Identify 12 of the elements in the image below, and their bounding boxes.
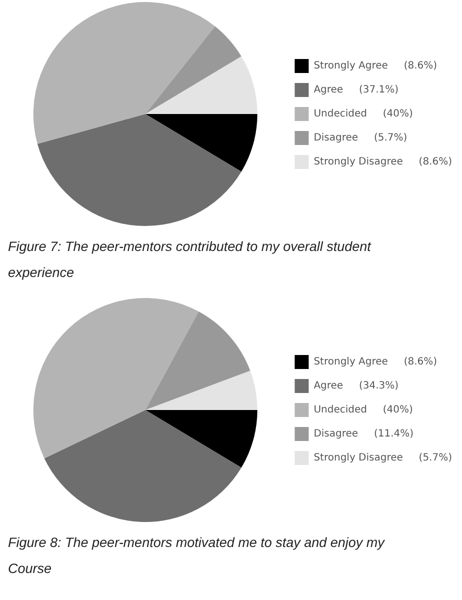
- legend-label: Disagree (11.4%): [314, 428, 414, 440]
- legend-label: Agree (34.3%): [314, 380, 399, 392]
- caption: Figure 8: The peer-mentors motivated me to stay and enjoy my Course: [7, 534, 386, 578]
- legend-label: Strongly Agree (8.6%): [314, 356, 438, 368]
- legend-label: Disagree (5.7%): [314, 132, 408, 144]
- caption: Figure 7: The peer-mentors contributed to my overall student experience: [7, 238, 372, 282]
- legend-label: Agree (37.1%): [314, 84, 399, 96]
- legend-label: Strongly Disagree (5.7%): [314, 452, 452, 464]
- legend-label: Strongly Disagree (8.6%): [314, 156, 452, 168]
- legend-label: Undecided (40%): [314, 404, 413, 416]
- legend-label: Strongly Agree (8.6%): [314, 60, 438, 72]
- legend-label: Undecided (40%): [314, 108, 413, 120]
